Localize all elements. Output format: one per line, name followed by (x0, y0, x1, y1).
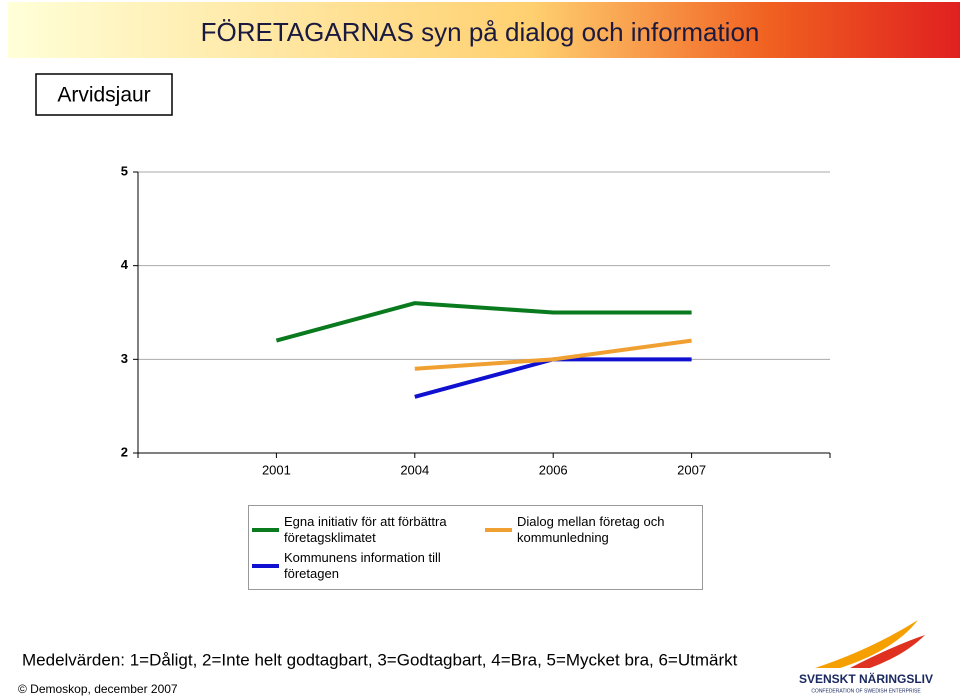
x-tick-label: 2007 (677, 462, 706, 477)
legend-label: Kommunens information till företagen (284, 550, 441, 581)
title: FÖRETAGARNAS syn på dialog och informati… (201, 17, 760, 47)
logo-sub: CONFEDERATION OF SWEDISH ENTERPRISE (811, 688, 921, 694)
legend-label: Dialog mellan företag och kommunledning (517, 514, 665, 545)
place-box (35, 73, 173, 116)
y-tick-label: 5 (121, 163, 128, 178)
logo: SVENSKT NÄRINGSLIV (799, 671, 933, 686)
legend-swatch (485, 528, 512, 532)
legend-swatch (252, 528, 279, 532)
x-tick-label: 2006 (539, 462, 568, 477)
header-band (8, 2, 960, 58)
series-line (275, 301, 692, 343)
legend: Egna initiativ för att förbättra företag… (248, 505, 703, 590)
series-line (414, 338, 692, 371)
x-tick-label: 2004 (400, 462, 429, 477)
legend-label: Egna initiativ för att förbättra företag… (284, 514, 447, 545)
logo-swoosh (850, 635, 925, 668)
place: Arvidsjaur (57, 84, 150, 107)
y-tick-label: 4 (121, 257, 129, 272)
legend-swatch (252, 564, 279, 568)
x-tick-label: 2001 (262, 462, 291, 477)
note: Medelvärden: 1=Dåligt, 2=Inte helt godta… (22, 650, 738, 669)
source: © Demoskop, december 2007 (18, 682, 178, 696)
y-tick-label: 3 (121, 351, 128, 366)
y-tick-label: 2 (121, 444, 128, 459)
